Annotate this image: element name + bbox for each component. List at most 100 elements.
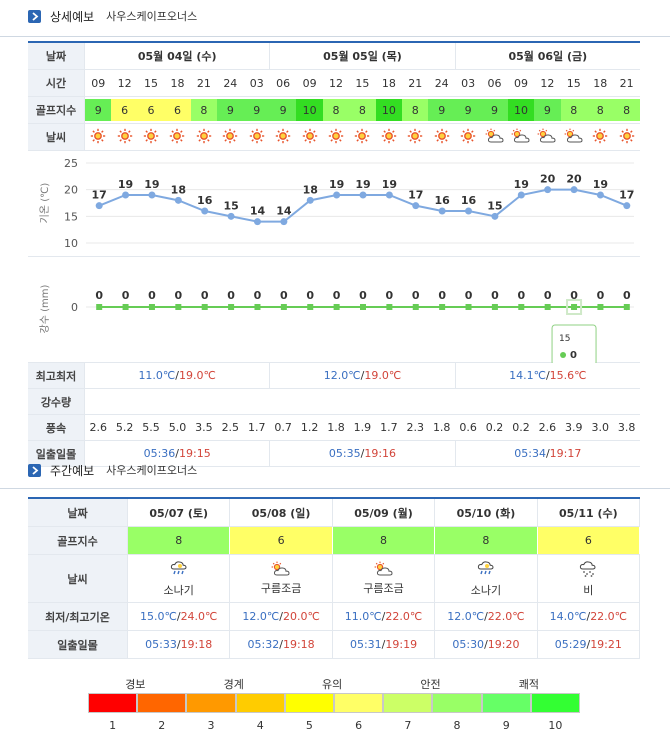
precipitation-point bbox=[491, 304, 498, 310]
temperature-data-label: 19 bbox=[514, 178, 529, 191]
weekly-sun-row: 일출일몰 05:33/19:18 05:32/19:18 05:31/19:19 05… bbox=[28, 631, 641, 659]
time-cell: 12 bbox=[540, 76, 555, 90]
golf-index-row: 골프지수 9 6 6 6 8 9 9 9 10 8 8 10 8 9 9 9 10 9 8 8 8 bbox=[28, 97, 640, 124]
weekly-day-header: 05/07 (토) bbox=[128, 499, 231, 526]
weekly-weather-text: 구름조금 bbox=[260, 582, 302, 595]
sunset: 19:17 bbox=[549, 447, 582, 460]
precipitation-data-label: 0 bbox=[359, 289, 367, 302]
y-tick-label: 25 bbox=[64, 157, 78, 170]
sun-icon bbox=[592, 128, 608, 147]
weekly-forecast-table: 날짜 05/07 (토) 05/08 (일) 05/09 (월) 05/10 (화) 0… bbox=[28, 497, 641, 659]
golf-index-cell: 6 bbox=[111, 99, 138, 121]
detail-subtitle: 사우스케이프오너스 bbox=[106, 10, 198, 23]
precipitation-data-label: 0 bbox=[623, 289, 631, 302]
sunset: 19:16 bbox=[364, 447, 397, 460]
wind-speed-cell: 1.9 bbox=[353, 421, 372, 434]
sunrise: 05:34 bbox=[514, 447, 546, 460]
golf-index-legend: 경보 경계 유의 안전 쾌적 1 2 3 4 5 6 7 8 9 10 bbox=[88, 676, 581, 732]
precipitation-data-label: 0 bbox=[175, 289, 183, 302]
precipitation-data-label: 0 bbox=[386, 289, 394, 302]
weekly-sun-cell: 05:30/19:20 bbox=[435, 631, 538, 658]
precipitation-point bbox=[544, 304, 551, 310]
weekly-temp-label: 최저/최고기온 bbox=[28, 603, 128, 630]
precipitation-chart-row: 0 강수 (mm) 0 0 0 0 0 0 0 0 0 0 0 0 0 0 0 0 0 0 0 0 0 15 0 bbox=[28, 257, 640, 363]
time-cell: 24 bbox=[223, 76, 238, 90]
sun-icon bbox=[407, 128, 423, 147]
weather-cell bbox=[455, 124, 481, 150]
sun-icon bbox=[117, 128, 133, 147]
precipitation-point bbox=[307, 304, 314, 310]
golf-index-cell: 8 bbox=[560, 99, 588, 121]
wind-speed-cell: 2.3 bbox=[406, 421, 425, 434]
temperature-chart-row: 10 15 20 25 기온 (℃) 17 19 19 18 16 15 14 14 18 19 19 19 17… bbox=[28, 151, 640, 257]
precip-amount-row: 강수량 bbox=[28, 389, 640, 415]
weather-cell bbox=[138, 124, 164, 150]
sun-icon bbox=[196, 128, 212, 147]
golf-index-cell: 9 bbox=[243, 99, 270, 121]
weekly-golf-label: 골프지수 bbox=[28, 527, 128, 554]
weather-cell bbox=[376, 124, 402, 150]
wind-speed-cell: 3.5 bbox=[195, 421, 213, 434]
weekly-date-label: 날짜 bbox=[28, 499, 128, 526]
golf-index-cell: 8 bbox=[322, 99, 350, 121]
cloud-sun-icon bbox=[510, 128, 532, 147]
min-temp: 11.0℃ bbox=[344, 610, 382, 623]
golf-index-cell: 8 bbox=[190, 99, 218, 121]
wind-speed-cell: 5.5 bbox=[142, 421, 160, 434]
cloud-sun-icon bbox=[563, 128, 585, 147]
precipitation-data-label: 0 bbox=[201, 289, 209, 302]
weather-cell bbox=[561, 124, 587, 150]
golf-index-cell: 9 bbox=[454, 99, 482, 121]
weekly-weather-cell: 구름조금 bbox=[333, 555, 436, 602]
weather-cell bbox=[508, 124, 534, 150]
legend-swatch bbox=[284, 693, 335, 713]
precipitation-point bbox=[439, 304, 446, 310]
temperature-point bbox=[253, 218, 261, 226]
cloud-sun-icon bbox=[484, 128, 506, 147]
temperature-point bbox=[95, 202, 103, 210]
wind-speed-cell: 3.8 bbox=[617, 421, 636, 434]
temperature-data-label: 18 bbox=[303, 183, 318, 196]
temperature-point bbox=[122, 191, 130, 199]
legend-number: 6 bbox=[355, 719, 363, 732]
precipitation-data-label: 0 bbox=[570, 289, 578, 302]
golf-index-cell: 9 bbox=[481, 99, 508, 121]
weekly-temp-cell: 11.0℃/22.0℃ bbox=[333, 603, 436, 630]
time-cell: 21 bbox=[196, 76, 211, 90]
precipitation-point bbox=[386, 304, 393, 310]
temperature-data-label: 18 bbox=[171, 183, 186, 196]
weekly-sun-cell: 05:31/19:19 bbox=[333, 631, 436, 658]
golf-index-cell: 9 bbox=[269, 99, 297, 121]
weekly-weather-cell: 소나기 bbox=[435, 555, 538, 602]
weekly-weather-row: 날씨 소나기 구름조금 구름조금 소나기 비 bbox=[28, 555, 641, 603]
sun-icon bbox=[90, 128, 106, 147]
min-temp: 12.0℃ bbox=[323, 369, 361, 382]
wind-speed-cell: 3.0 bbox=[591, 421, 609, 434]
golf-index-cell: 10 bbox=[375, 99, 403, 121]
time-cell: 21 bbox=[408, 76, 423, 90]
precipitation-data-label: 0 bbox=[333, 289, 341, 302]
chevron-right-icon bbox=[28, 9, 41, 23]
golf-index-cell: 9 bbox=[85, 99, 112, 121]
precipitation-point bbox=[148, 304, 155, 310]
legend-swatch bbox=[235, 693, 285, 713]
legend-swatch bbox=[88, 693, 138, 713]
max-temp: 22.0℃ bbox=[385, 610, 423, 623]
weekly-temp-cell: 12.0℃/20.0℃ bbox=[230, 603, 333, 630]
temperature-data-label: 20 bbox=[540, 173, 556, 186]
rain-icon bbox=[577, 559, 599, 582]
precipitation-data-label: 0 bbox=[122, 289, 130, 302]
temperature-point bbox=[385, 191, 393, 199]
precipitation-point bbox=[175, 304, 182, 310]
legend-number: 1 bbox=[109, 719, 117, 732]
legend-category: 안전 bbox=[420, 678, 441, 691]
weekly-weather-text: 비 bbox=[583, 584, 594, 597]
precipitation-point bbox=[360, 304, 366, 310]
tooltip-value: 0 bbox=[570, 350, 577, 361]
cloud-sun-icon bbox=[373, 561, 395, 580]
y-axis-label: 기온 (℃) bbox=[39, 183, 51, 224]
temperature-point bbox=[544, 186, 552, 194]
temperature-point bbox=[359, 191, 367, 199]
time-cell: 12 bbox=[329, 76, 343, 90]
precipitation-data-label: 0 bbox=[280, 289, 288, 302]
